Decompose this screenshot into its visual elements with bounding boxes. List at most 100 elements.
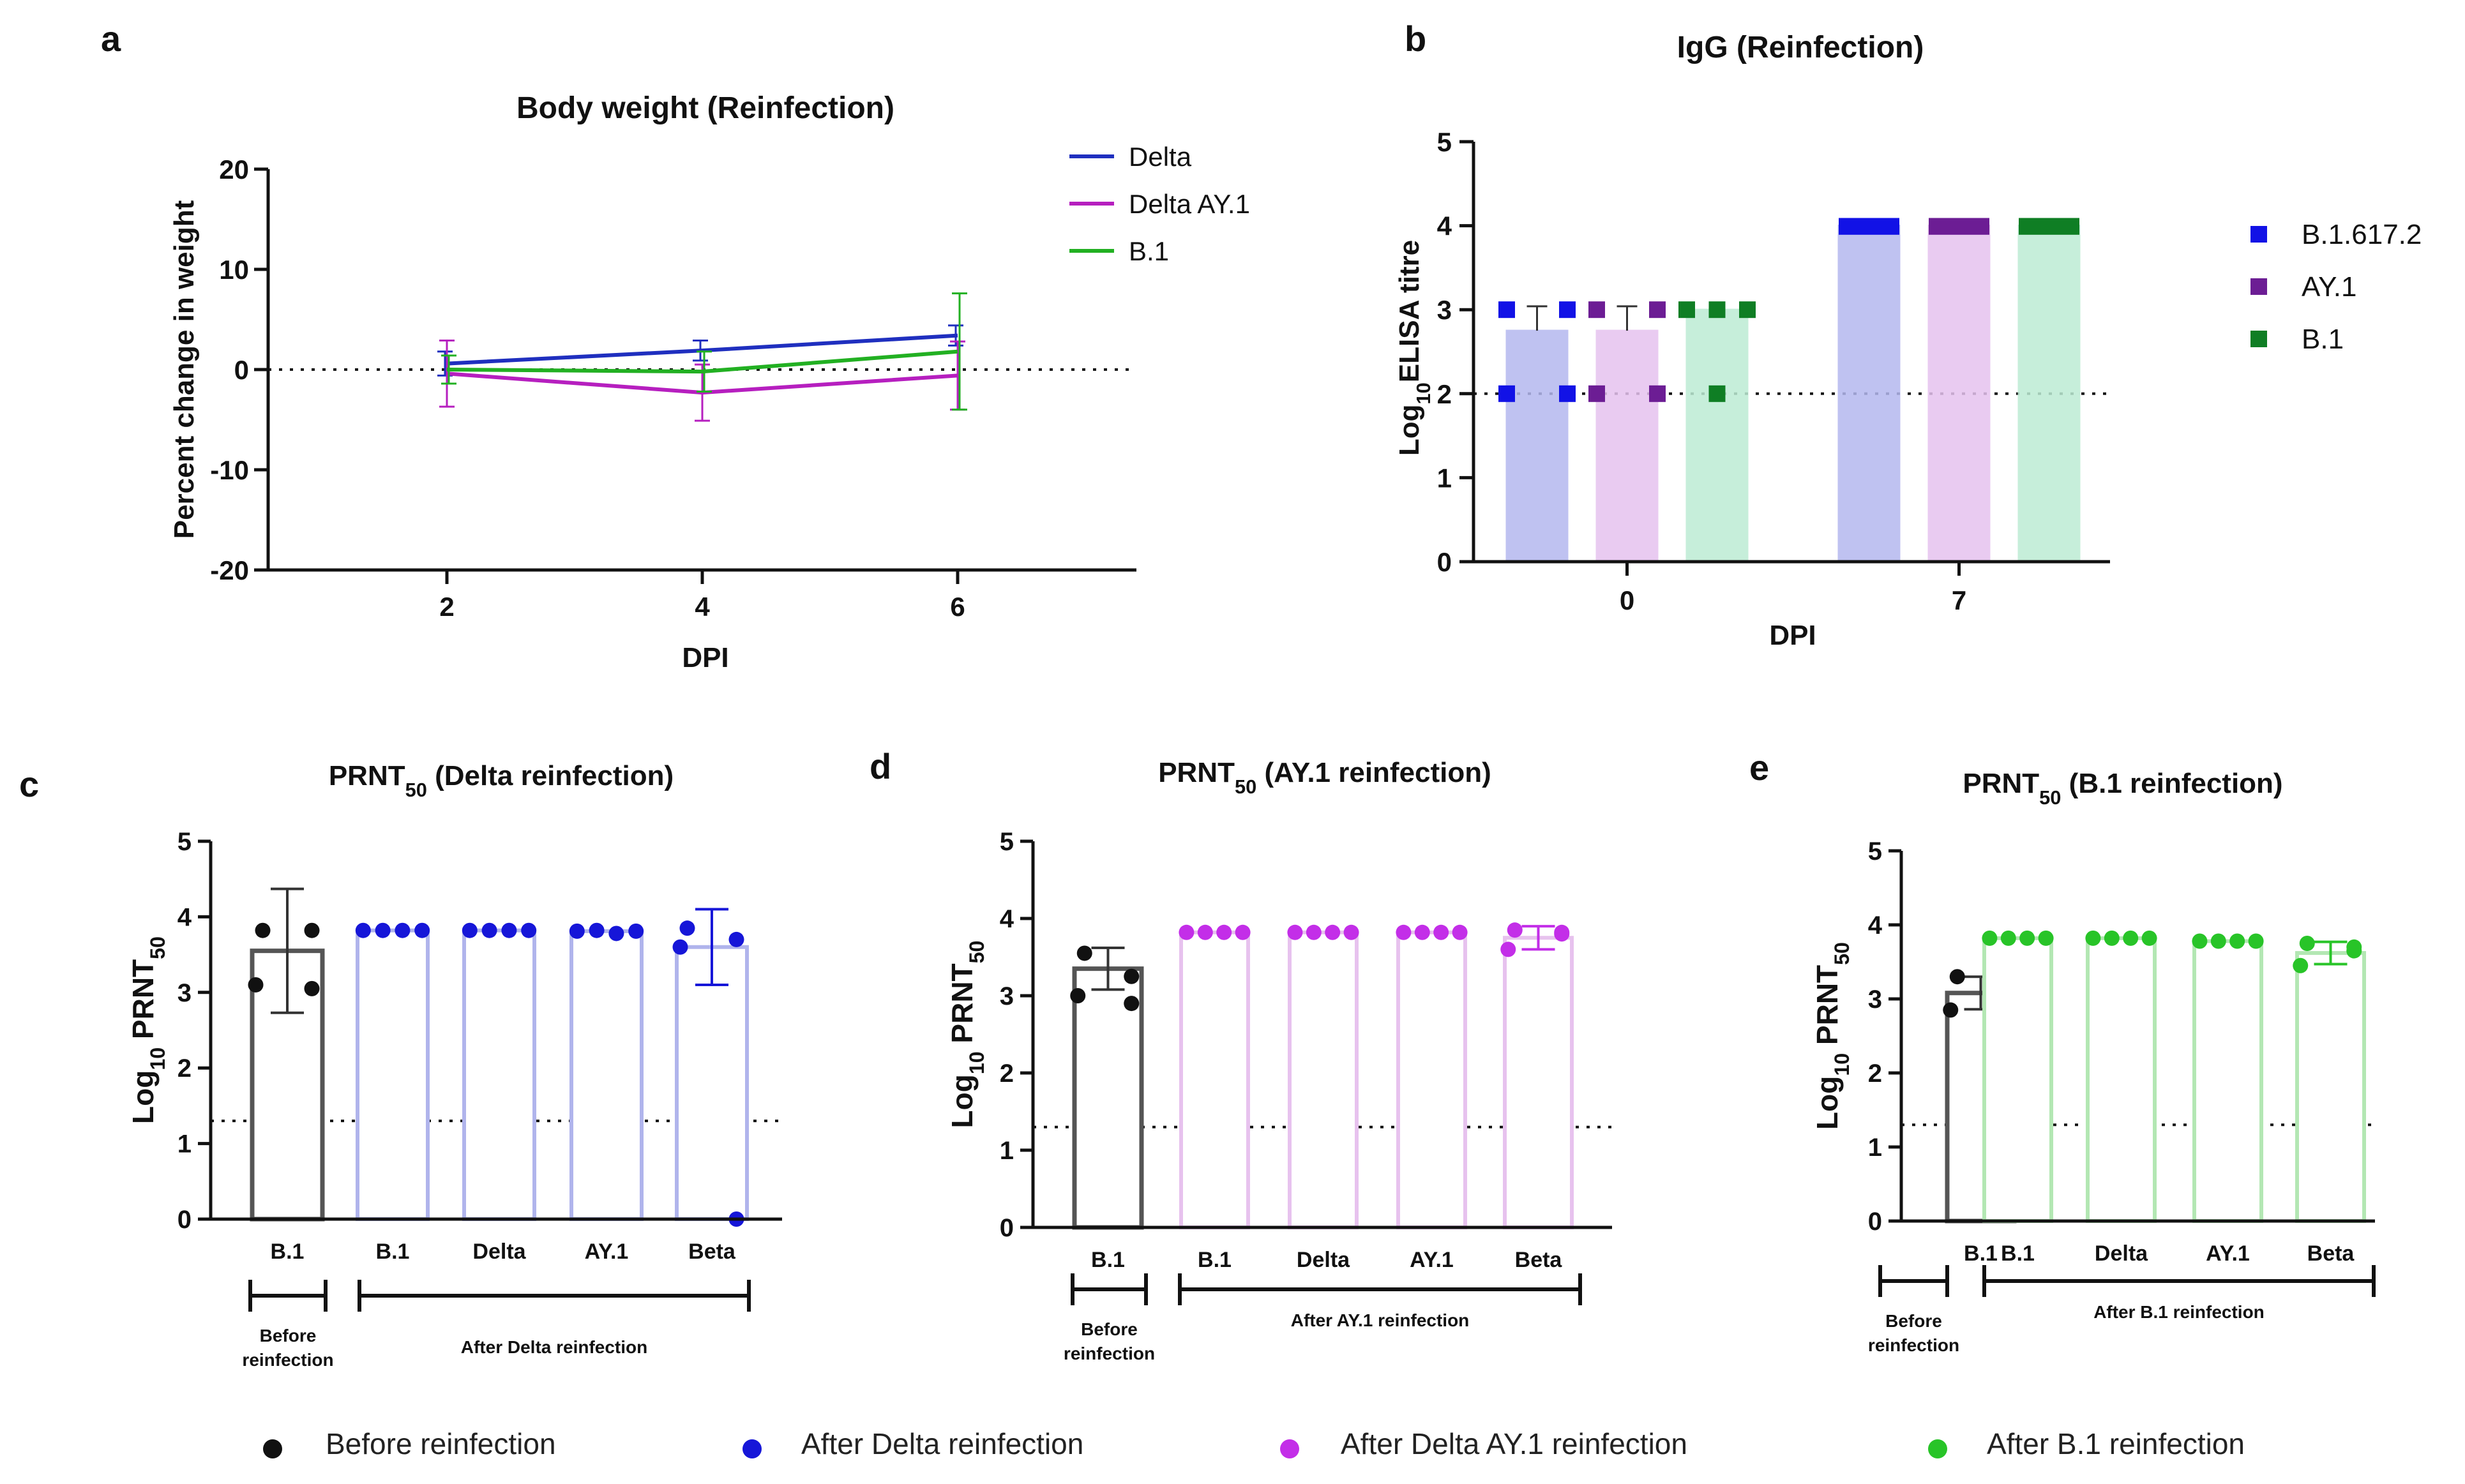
data-point: [2192, 933, 2208, 949]
panel-letter-b: b: [1405, 19, 1426, 59]
data-point: [2248, 933, 2264, 949]
bar-after-beta: [2295, 951, 2366, 1223]
data-point: [728, 931, 744, 947]
y-axis-label-part: 50: [146, 936, 169, 959]
series-line-b-1: [446, 349, 958, 374]
panel-letter-c: c: [19, 764, 39, 804]
legend-label: After Delta reinfection: [801, 1427, 1083, 1460]
y-axis-label-part: 50: [1830, 942, 1853, 965]
y-tick-label: 0: [1437, 547, 1452, 577]
chart-title-part: PRNT: [1158, 757, 1235, 788]
x-tick-label: B.1: [1198, 1248, 1232, 1272]
y-tick-label: 20: [219, 154, 249, 184]
bar-after-b-1: [1179, 930, 1250, 1230]
data-point: [304, 980, 320, 996]
legend-label: Before reinfection: [326, 1427, 556, 1460]
y-axis-label-part: 10: [1830, 1053, 1853, 1076]
x-tick-label: 0: [1620, 585, 1634, 615]
chart-title-part: (AY.1 reinfection): [1256, 757, 1491, 788]
y-tick-label: 5: [1000, 828, 1014, 856]
data-point: [1649, 301, 1666, 319]
bar-after-delta: [1288, 930, 1359, 1230]
after-group-label: After AY.1 reinfection: [1291, 1310, 1470, 1330]
data-point: [1500, 941, 1516, 957]
legend-swatch: [2250, 278, 2267, 295]
x-tick-label: B.1: [1091, 1248, 1125, 1272]
data-point: [2293, 957, 2309, 973]
bar-b-1-dpi-7: [2017, 225, 2081, 563]
y-tick-label: 1: [1000, 1137, 1014, 1165]
panel-b-igg-chart: IgG (Reinfection) 0 7 0 1 2 3 4 5 DPI Log10ELISA t…: [1394, 31, 2422, 651]
data-point: [1559, 385, 1576, 402]
y-tick-label: 1: [177, 1130, 192, 1158]
data-point: [355, 922, 371, 938]
data-point: [1325, 924, 1341, 940]
y-tick-label: 1: [1437, 463, 1452, 493]
data-point: [2104, 930, 2120, 946]
series-line-delta: [446, 333, 958, 366]
data-point: [1949, 969, 1965, 985]
data-point: [414, 922, 430, 938]
data-point: [1306, 924, 1322, 940]
chart-title-part: PRNT: [1963, 768, 2039, 799]
data-point: [1708, 385, 1726, 402]
data-point: [1559, 301, 1576, 319]
data-point: [1124, 996, 1140, 1012]
legend-dot: [263, 1439, 282, 1458]
data-point: [1588, 301, 1605, 319]
data-point: [2000, 930, 2016, 946]
x-tick-label: AY.1: [585, 1240, 629, 1264]
x-tick-label: B.1: [271, 1240, 305, 1264]
y-tick-label: 10: [219, 255, 249, 285]
data-point: [248, 977, 264, 993]
chart-title-part: (Delta reinfection): [427, 760, 674, 791]
data-point: [1070, 988, 1086, 1003]
data-point: [1433, 924, 1449, 940]
bar-after-ay-1: [2192, 939, 2263, 1224]
legend-label: After B.1 reinfection: [1987, 1427, 2245, 1460]
x-tick-label: Delta: [1297, 1248, 1350, 1272]
data-point: [1554, 924, 1570, 940]
bar-b-1-617-2-dpi-7: [1837, 225, 1901, 563]
data-point: [1678, 301, 1695, 319]
chart-title-part: (B.1 reinfection): [2061, 768, 2282, 799]
before-group-label-line2: reinfection: [1868, 1335, 1959, 1355]
y-axis-label-part: Log: [126, 1070, 160, 1124]
x-tick-label: B.1: [2001, 1241, 2035, 1266]
y-tick-label: 3: [1868, 986, 1882, 1014]
data-point: [1839, 218, 1899, 235]
data-point: [395, 922, 411, 938]
x-tick-label: Beta: [2307, 1241, 2355, 1266]
legend-label: AY.1: [2302, 271, 2356, 303]
data-point: [2346, 939, 2362, 955]
data-point: [1216, 924, 1232, 940]
bar-before-b-1: [1072, 966, 1144, 1230]
y-tick-label: 3: [1437, 295, 1452, 325]
y-axis-label-part: PRNT: [126, 959, 160, 1047]
panel-letter-e: e: [1749, 747, 1769, 788]
before-group-label-line2: reinfection: [242, 1350, 333, 1370]
series-line-delta-ay-1: [446, 371, 958, 395]
y-tick-label: 4: [1868, 911, 1883, 940]
bar-after-ay-1: [1396, 930, 1467, 1230]
y-tick-label: 0: [177, 1206, 192, 1234]
bar-after-ay-1: [569, 929, 644, 1221]
legend-label: B.1: [1129, 236, 1169, 266]
y-tick-label: 5: [177, 828, 192, 856]
bar-ay-1-dpi-0: [1595, 329, 1659, 563]
y-tick-label: 5: [1437, 127, 1452, 157]
data-point: [589, 922, 605, 938]
bar-b-1-dpi-0: [1685, 308, 1749, 563]
y-axis-label: Log10 PRNT50: [1811, 942, 1853, 1130]
data-point: [569, 923, 585, 939]
data-point: [1452, 924, 1468, 940]
data-point: [679, 920, 695, 936]
data-point: [1396, 924, 1412, 940]
legend-swatch: [2250, 226, 2267, 243]
data-point: [2210, 933, 2226, 949]
data-point: [1649, 385, 1666, 402]
after-group-label: After Delta reinfection: [461, 1337, 648, 1357]
chart-title-part: 50: [2039, 786, 2061, 809]
panel-a-body-weight-chart: Body weight (Reinfection) 20 10 0 -10 -20 2 4 6 D…: [169, 91, 1250, 673]
